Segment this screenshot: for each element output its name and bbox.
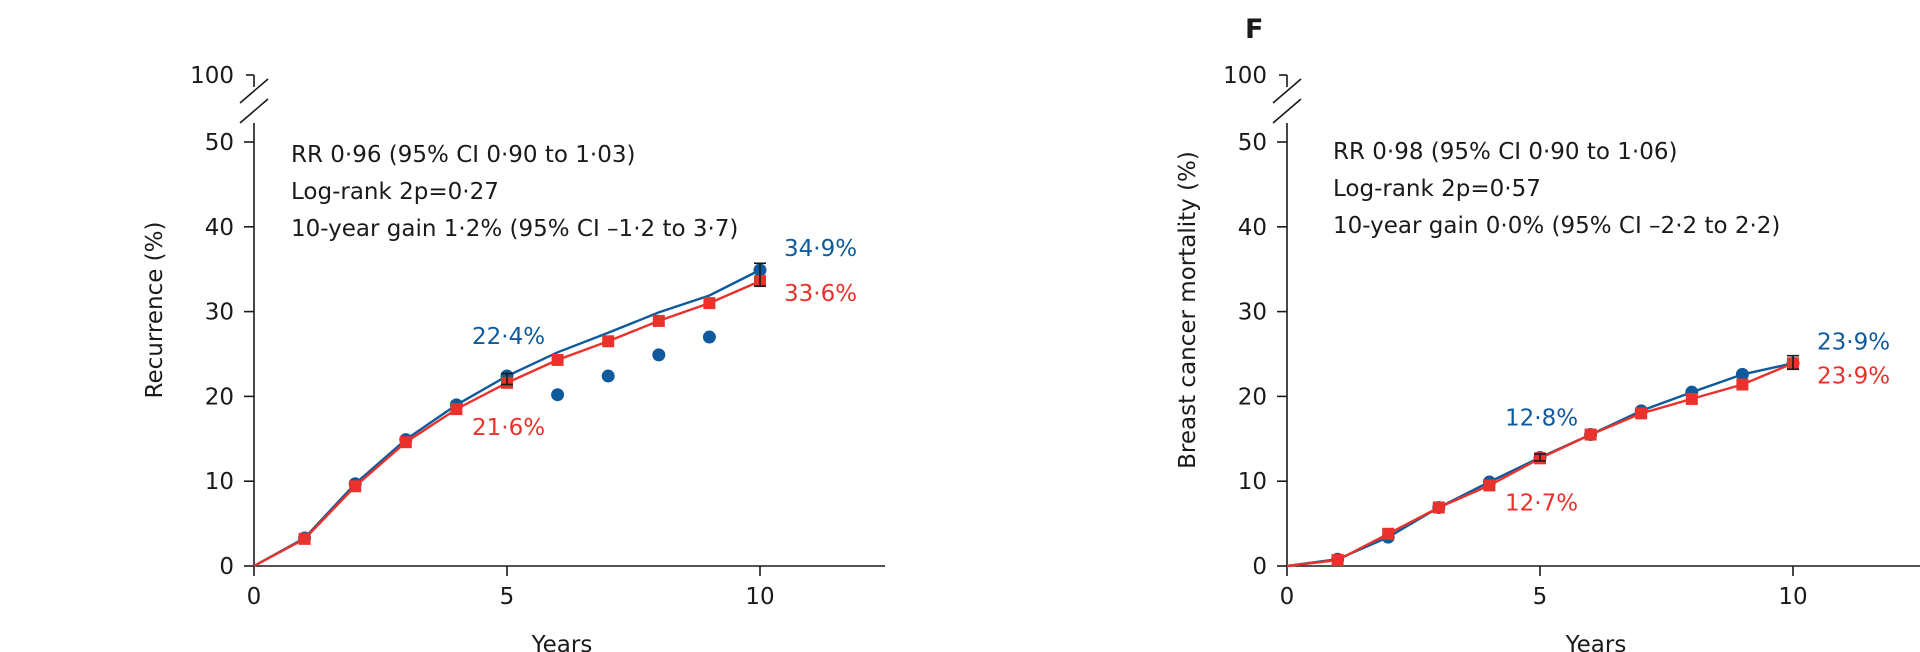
stat-gain: 10-year gain 1·2% (95% CI –1·2 to 3·7) <box>291 216 738 242</box>
red-point <box>703 297 716 310</box>
blue-value-label: 22·4% <box>472 324 545 350</box>
y-tick-label: 20 <box>1238 384 1267 410</box>
stat-gain: 10-year gain 0·0% (95% CI –2·2 to 2·2) <box>1333 213 1780 239</box>
y-tick-label: 10 <box>1238 469 1267 495</box>
stat-rr: RR 0·96 (95% CI 0·90 to 1·03) <box>291 142 635 168</box>
axis-break-mark <box>239 98 269 124</box>
blue-point <box>601 369 615 383</box>
x-axis-title: Years <box>1565 632 1627 652</box>
blue-point <box>1735 367 1749 381</box>
red-point <box>1635 407 1648 420</box>
x-axis-title: Years <box>531 632 593 652</box>
x-tick-label: 5 <box>500 584 515 610</box>
red-point <box>602 335 615 348</box>
breast-cancer-mortality-panel: F RR 0·98 (95% CI 0·90 to 1·06) Log-rank… <box>1175 14 1920 652</box>
blue-value-label: 12·8% <box>1505 405 1578 431</box>
x-tick-label: 0 <box>247 584 262 610</box>
red-point <box>551 353 564 366</box>
red-point <box>399 436 412 449</box>
red-point <box>349 480 362 493</box>
red-point <box>1331 554 1344 567</box>
red-point <box>450 403 463 416</box>
red-point <box>1483 479 1496 492</box>
axis-break-mark <box>1272 78 1302 104</box>
blue-point <box>551 388 565 402</box>
y-break-label: 100 <box>190 63 234 89</box>
y-tick-label: 40 <box>205 215 234 241</box>
red-point <box>1736 378 1749 391</box>
blue-value-label: 23·9% <box>1817 329 1890 355</box>
red-point <box>298 532 311 545</box>
recurrence-panel: RR 0·96 (95% CI 0·90 to 1·03) Log-rank 2… <box>142 63 885 652</box>
panel-letter-f: F <box>1245 14 1263 45</box>
y-tick-label: 20 <box>205 384 234 410</box>
red-value-label: 33·6% <box>784 281 857 307</box>
red-point <box>1685 392 1698 405</box>
x-tick-label: 10 <box>1778 584 1807 610</box>
blue-series-line <box>1286 362 1794 568</box>
red-value-label: 23·9% <box>1817 363 1890 389</box>
y-tick-label: 30 <box>1238 300 1267 326</box>
blue-point <box>702 330 716 344</box>
y-tick-label: 30 <box>205 300 234 326</box>
stats-block: RR 0·96 (95% CI 0·90 to 1·03) Log-rank 2… <box>291 142 738 242</box>
red-series-line <box>1286 362 1794 568</box>
y-tick-label: 10 <box>205 469 234 495</box>
red-point <box>1584 428 1597 441</box>
red-point <box>652 314 665 327</box>
stat-rr: RR 0·98 (95% CI 0·90 to 1·06) <box>1333 139 1677 165</box>
blue-value-label: 34·9% <box>784 236 857 262</box>
red-point <box>1382 527 1395 540</box>
y-axis-title: Recurrence (%) <box>142 222 168 399</box>
y-tick-label: 0 <box>1252 554 1267 580</box>
red-point <box>1432 501 1445 514</box>
x-tick-label: 10 <box>745 584 774 610</box>
stat-logrank: Log-rank 2p=0·27 <box>291 179 499 205</box>
y-tick-label: 50 <box>1238 130 1267 156</box>
stats-block: RR 0·98 (95% CI 0·90 to 1·06) Log-rank 2… <box>1333 139 1780 239</box>
y-tick-label: 50 <box>205 130 234 156</box>
y-break-label: 100 <box>1223 63 1267 89</box>
x-tick-label: 0 <box>1280 584 1295 610</box>
y-tick-label: 0 <box>219 554 234 580</box>
axis-break-mark <box>239 78 269 104</box>
red-value-label: 21·6% <box>472 415 545 441</box>
axis-break-mark <box>1272 98 1302 124</box>
y-axis-title: Breast cancer mortality (%) <box>1175 151 1201 469</box>
stat-logrank: Log-rank 2p=0·57 <box>1333 176 1541 202</box>
red-value-label: 12·7% <box>1505 490 1578 516</box>
blue-point <box>652 348 666 362</box>
y-tick-label: 40 <box>1238 215 1267 241</box>
x-tick-label: 5 <box>1533 584 1548 610</box>
